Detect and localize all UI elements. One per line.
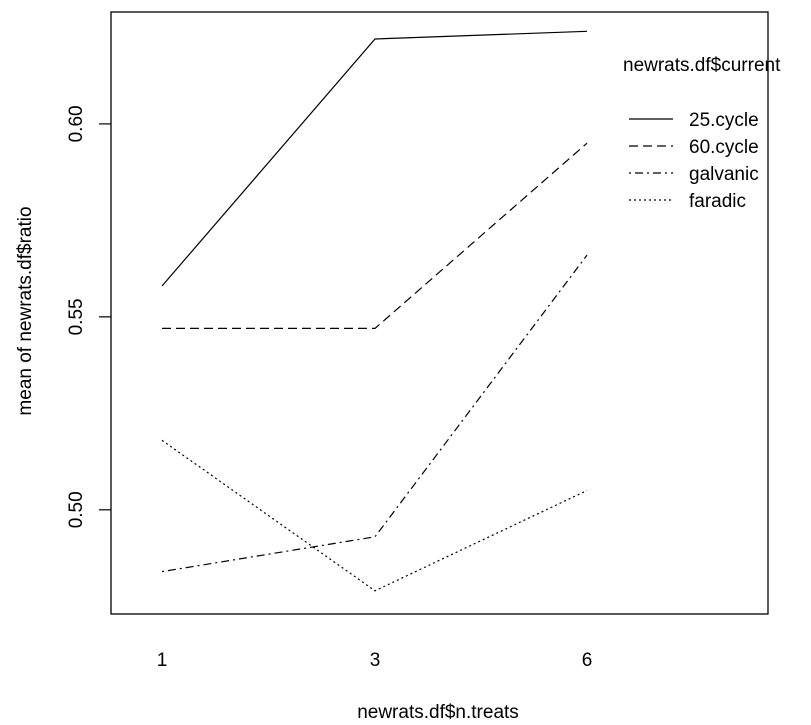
x-tick-label-3: 3 xyxy=(370,650,381,671)
legend-title: newrats.df$current xyxy=(623,55,781,76)
series-line-25-cycle xyxy=(161,30,588,287)
legend-label-galvanic: galvanic xyxy=(689,164,759,185)
y-tick-label: 0.60 xyxy=(66,105,87,142)
x-tick-label-1: 1 xyxy=(157,650,168,671)
series-line-60-cycle xyxy=(162,142,588,329)
series-line-faradic xyxy=(161,439,588,592)
series-lines xyxy=(161,30,588,592)
legend: newrats.df$current 25.cycle 60.cycle galva… xyxy=(623,55,781,212)
x-tick-label-6: 6 xyxy=(582,650,593,671)
x-axis: 1 3 6 xyxy=(157,650,593,671)
plot-frame xyxy=(110,11,769,615)
y-axis-label: mean of newrats.df$ratio xyxy=(15,206,36,415)
legend-label-25-cycle: 25.cycle xyxy=(689,110,759,131)
y-axis: 0.50 0.55 0.60 xyxy=(66,105,111,528)
series-line-galvanic xyxy=(161,254,588,573)
legend-label-60-cycle: 60.cycle xyxy=(689,137,759,158)
y-tick-label: 0.50 xyxy=(66,491,87,528)
legend-label-faradic: faradic xyxy=(689,191,746,212)
x-axis-label: newrats.df$n.treats xyxy=(357,702,519,723)
y-tick-label: 0.55 xyxy=(66,298,87,335)
